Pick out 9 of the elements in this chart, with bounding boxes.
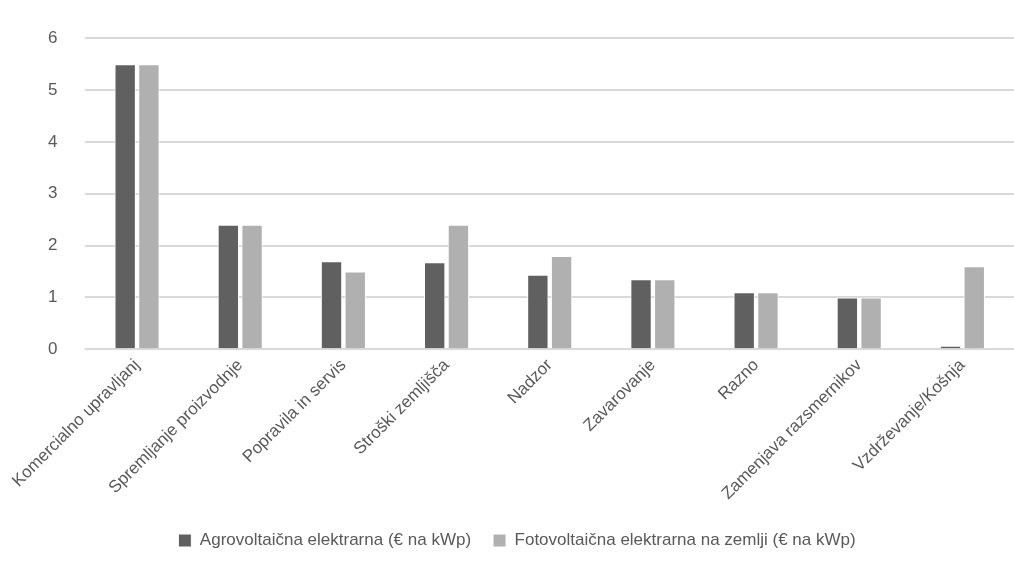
y-tick-label: 0 <box>47 338 58 358</box>
legend-label: Fotovoltaična elektrarna na zemlji (€ na kWp) <box>514 530 856 550</box>
y-tick-label: 1 <box>47 287 58 307</box>
y-tick-label: 4 <box>47 131 58 151</box>
y-tick-label: 3 <box>47 183 58 203</box>
legend-label: Agrovoltaična elektrarna (€ na kWp) <box>199 530 472 550</box>
y-tick-label: 6 <box>47 27 58 47</box>
y-tick-label: 5 <box>47 79 58 99</box>
y-tick-label: 2 <box>47 235 58 255</box>
